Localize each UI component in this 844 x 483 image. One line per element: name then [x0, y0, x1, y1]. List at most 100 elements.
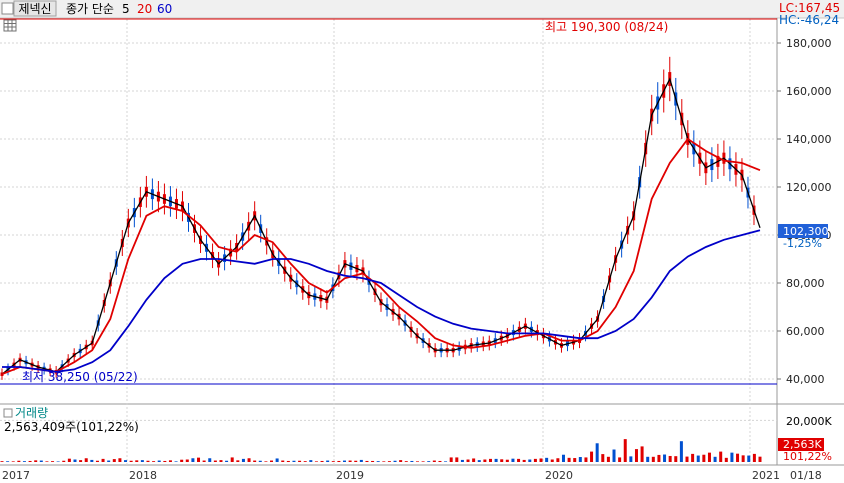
volume-bar: [247, 458, 251, 462]
volume-bar: [646, 456, 650, 462]
volume-bar: [314, 461, 318, 462]
volume-bar: [202, 460, 206, 462]
volume-bar: [539, 458, 543, 462]
volume-bar: [393, 460, 397, 462]
moving-average-layer: [1, 77, 761, 376]
volume-bar: [623, 439, 627, 462]
y-tick-label: 120,000: [786, 181, 832, 194]
volume-bar: [730, 452, 734, 462]
volume-bar: [230, 457, 234, 462]
volume-bar: [741, 455, 745, 462]
current-volume-badge: [778, 438, 824, 451]
header-checkbox[interactable]: [1, 2, 14, 15]
volume-bar: [185, 459, 189, 462]
volume-bar: [168, 460, 172, 462]
x-label-2019: 2019: [336, 469, 364, 482]
volume-bar: [320, 460, 324, 462]
volume-bar: [472, 458, 476, 462]
volume-bar: [550, 459, 554, 462]
volume-bar: [51, 461, 55, 462]
high-annotation: 최고 190,300 (08/24): [545, 20, 668, 34]
volume-bar: [197, 457, 201, 462]
ma-period-5[interactable]: 5: [122, 2, 130, 16]
volume-bar: [365, 460, 369, 462]
volume-bar: [174, 461, 178, 462]
volume-bar: [258, 460, 262, 462]
volume-bar: [494, 458, 498, 462]
volume-bar: [264, 461, 268, 462]
volume-bar: [191, 458, 195, 462]
volume-bar: [56, 461, 60, 462]
volume-bar: [11, 461, 15, 462]
volume-bar: [758, 456, 762, 462]
x-label-2020: 2020: [545, 469, 573, 482]
volume-bar: [135, 460, 139, 462]
volume-bar: [483, 459, 487, 462]
volume-bar: [28, 460, 32, 462]
current-price: 102,300: [783, 225, 829, 238]
volume-bar: [326, 460, 330, 462]
ma-period-20[interactable]: 20: [137, 2, 152, 16]
ma-line-60: [2, 229, 761, 373]
volume-bar: [427, 461, 431, 462]
current-volume: 2,563K: [783, 438, 822, 451]
volume-bar: [84, 458, 88, 462]
volume-bar: [292, 460, 296, 462]
volume-checkbox-icon[interactable]: [3, 408, 13, 418]
volume-bar: [225, 460, 229, 462]
volume-bar: [286, 460, 290, 462]
stock-name-button[interactable]: [13, 0, 57, 17]
volume-percent: 101,22%: [783, 450, 832, 463]
volume-bar: [343, 460, 347, 462]
volume-bar: [22, 461, 26, 462]
volume-bar: [556, 458, 560, 462]
volume-bar: [348, 460, 352, 462]
volume-bar: [629, 456, 633, 462]
volume-bar: [517, 458, 521, 462]
volume-bar: [253, 460, 257, 462]
volume-bar: [45, 461, 49, 462]
volume-bar: [219, 460, 223, 462]
volume-bar: [62, 460, 66, 462]
volume-bar: [444, 461, 448, 462]
volume-layer: [0, 439, 762, 462]
ma-line-20: [1, 137, 761, 376]
ma-line-5: [1, 77, 761, 375]
volume-bar: [713, 456, 717, 462]
volume-bar: [438, 460, 442, 462]
current-price-badge: [778, 224, 828, 238]
volume-bar: [719, 451, 723, 462]
volume-bar: [275, 458, 279, 462]
ma-period-60[interactable]: 60: [157, 2, 172, 16]
volume-bar: [387, 461, 391, 462]
volume-bar: [573, 458, 577, 462]
volume-bar: [685, 456, 689, 462]
volume-bar: [590, 451, 594, 462]
x-label-2017: 2017: [2, 469, 30, 482]
volume-bar: [651, 456, 655, 462]
volume-bar: [140, 460, 144, 462]
grid-layer: [0, 19, 777, 465]
ma-label: 종가 단순: [66, 2, 114, 16]
volume-bar: [618, 457, 622, 462]
stock-name[interactable]: 제넥신: [18, 2, 51, 16]
checkbox-empty-icon[interactable]: [1, 2, 14, 15]
volume-bar: [410, 460, 414, 462]
volume-bar: [500, 459, 504, 462]
volume-bar: [668, 455, 672, 462]
volume-bar: [415, 461, 419, 462]
volume-bar: [39, 460, 43, 462]
volume-bar: [545, 457, 549, 462]
x-label-2021: 2021: [752, 469, 780, 482]
volume-bar: [152, 461, 156, 462]
hc-label: HC:-46,24: [779, 13, 839, 27]
volume-bar: [376, 461, 380, 462]
volume-bar: [382, 461, 386, 462]
grid-settings-icon[interactable]: [3, 19, 17, 32]
volume-bar: [0, 461, 4, 462]
volume-bar: [691, 453, 695, 462]
volume-bar: [180, 459, 184, 462]
volume-bar: [612, 449, 616, 462]
